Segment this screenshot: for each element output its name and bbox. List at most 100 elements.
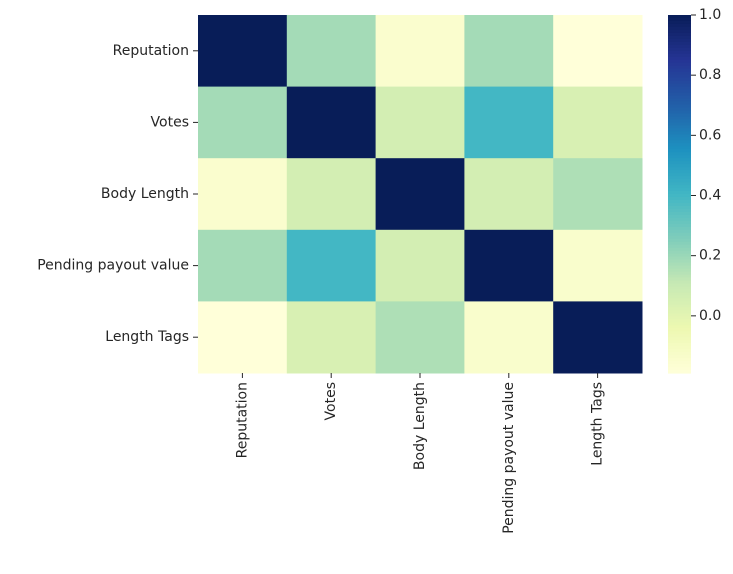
colorbar-segment [668, 164, 691, 168]
colorbar-segment [668, 74, 691, 79]
colorbar-segment [668, 125, 691, 129]
colorbar-tick-label: 0.2 [699, 248, 721, 264]
colorbar-segment [668, 232, 691, 237]
heatmap-cell-length-tags-pending-payout-value [464, 301, 554, 374]
colorbar-segment [668, 17, 691, 22]
colorbar-segment [668, 188, 691, 192]
colorbar-tick-label: 0.4 [699, 188, 721, 204]
heatmap-cell-body-length-votes [286, 158, 377, 231]
colorbar-segment [668, 182, 691, 186]
colorbar-segment [668, 107, 691, 112]
colorbar-segment [668, 208, 691, 213]
colorbar-segment [668, 241, 691, 246]
colorbar-segment [668, 110, 691, 115]
colorbar-segment [668, 143, 691, 147]
colorbar-tick-label: 0.0 [699, 308, 721, 324]
colorbar-segment [668, 53, 691, 58]
colorbar-segment [668, 26, 691, 31]
colorbar-segment [668, 146, 691, 150]
colorbar-segment [668, 289, 691, 294]
colorbar-segment [668, 280, 691, 285]
colorbar-segment [668, 41, 691, 46]
colorbar-segment [668, 238, 691, 243]
colorbar-segment [668, 235, 691, 240]
colorbar-segment [668, 307, 691, 311]
heatmap-cell-reputation-body-length [375, 15, 465, 88]
colorbar-segment [668, 170, 691, 174]
colorbar-tick-label: 0.6 [699, 127, 721, 143]
colorbar-segment [668, 119, 691, 123]
colorbar-segment [668, 44, 691, 49]
colorbar-segment [668, 298, 691, 302]
colorbar-segment [668, 173, 691, 177]
colorbar-segment [668, 346, 691, 350]
colorbar-segment [668, 229, 691, 234]
colorbar-segment [668, 179, 691, 183]
heatmap-cell-pending-payout-value-reputation [198, 229, 288, 302]
colorbar-segment [668, 15, 691, 19]
colorbar-segment [668, 262, 691, 267]
heatmap-cell-length-tags-reputation [198, 301, 288, 374]
colorbar-segment [668, 286, 691, 291]
colorbar-segment [668, 256, 691, 261]
colorbar-segment [668, 334, 691, 338]
colorbar-segment [668, 29, 691, 34]
colorbar-segment [668, 211, 691, 216]
column-labels: Reputation Votes Body Length Pending payout… [234, 373, 606, 534]
colorbar-segment [668, 253, 691, 258]
column-label: Pending payout value [501, 382, 517, 534]
colorbar-segment [668, 23, 691, 28]
colorbar-segment [668, 316, 691, 320]
colorbar-segment [668, 292, 691, 297]
colorbar-segment [668, 149, 691, 153]
heatmap-cell-body-length-body-length [375, 158, 465, 231]
colorbar-segment [668, 364, 691, 368]
heatmap-cell-length-tags-votes [286, 301, 377, 374]
colorbar-segment [668, 322, 691, 326]
heatmap-cell-reputation-reputation [198, 15, 288, 88]
colorbar-segment [668, 56, 691, 61]
colorbar-segment [668, 205, 691, 210]
colorbar-segment [668, 134, 691, 138]
colorbar-segment [668, 71, 691, 76]
colorbar-segment [668, 196, 691, 201]
colorbar-segment [668, 176, 691, 180]
colorbar-segment [668, 104, 691, 109]
row-label: Body Length [101, 186, 189, 202]
colorbar-segment [668, 370, 691, 374]
colorbar-segment [668, 325, 691, 329]
colorbar-segment [668, 358, 691, 362]
colorbar-segment [668, 113, 691, 118]
column-label: Votes [323, 382, 339, 420]
colorbar-segment [668, 86, 691, 91]
row-labels: Reputation Votes Body Length Pending payout… [37, 43, 198, 345]
colorbar-segment [668, 274, 691, 279]
row-label: Reputation [113, 43, 189, 59]
colorbar-segment [668, 152, 691, 156]
heatmap-cell-reputation-votes [286, 15, 377, 88]
colorbar-segment [668, 35, 691, 40]
colorbar-segment [668, 65, 691, 70]
column-label: Body Length [412, 382, 428, 470]
colorbar-segment [668, 226, 691, 231]
heatmap-cell-reputation-pending-payout-value [464, 15, 554, 88]
colorbar-segment [668, 167, 691, 171]
colorbar-segment [668, 32, 691, 37]
colorbar-segment [668, 277, 691, 282]
colorbar-segment [668, 89, 691, 94]
heatmap-cell-votes-votes [286, 86, 377, 159]
colorbar-segment [668, 283, 691, 288]
colorbar-segment [668, 217, 691, 222]
colorbar-segment [668, 223, 691, 228]
colorbar-segment [668, 122, 691, 126]
heatmap-cell-body-length-length-tags [553, 158, 643, 231]
colorbar-segment [668, 98, 691, 103]
colorbar-segment [668, 59, 691, 64]
colorbar-segment [668, 20, 691, 25]
colorbar-segment [668, 268, 691, 273]
row-label: Length Tags [105, 329, 189, 345]
colorbar-segment [668, 367, 691, 371]
colorbar-segment [668, 101, 691, 106]
colorbar-segment [668, 80, 691, 85]
